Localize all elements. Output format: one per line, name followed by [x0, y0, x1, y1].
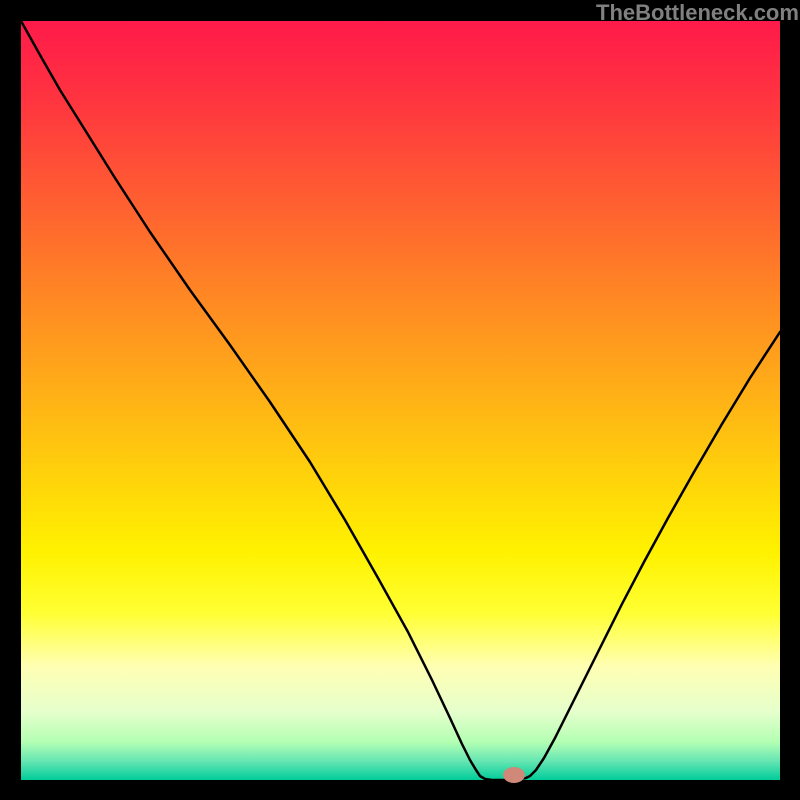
- plot-background: [21, 21, 780, 780]
- bottleneck-chart: [0, 0, 800, 800]
- chart-container: TheBottleneck.com: [0, 0, 800, 800]
- optimal-point-marker: [503, 767, 525, 783]
